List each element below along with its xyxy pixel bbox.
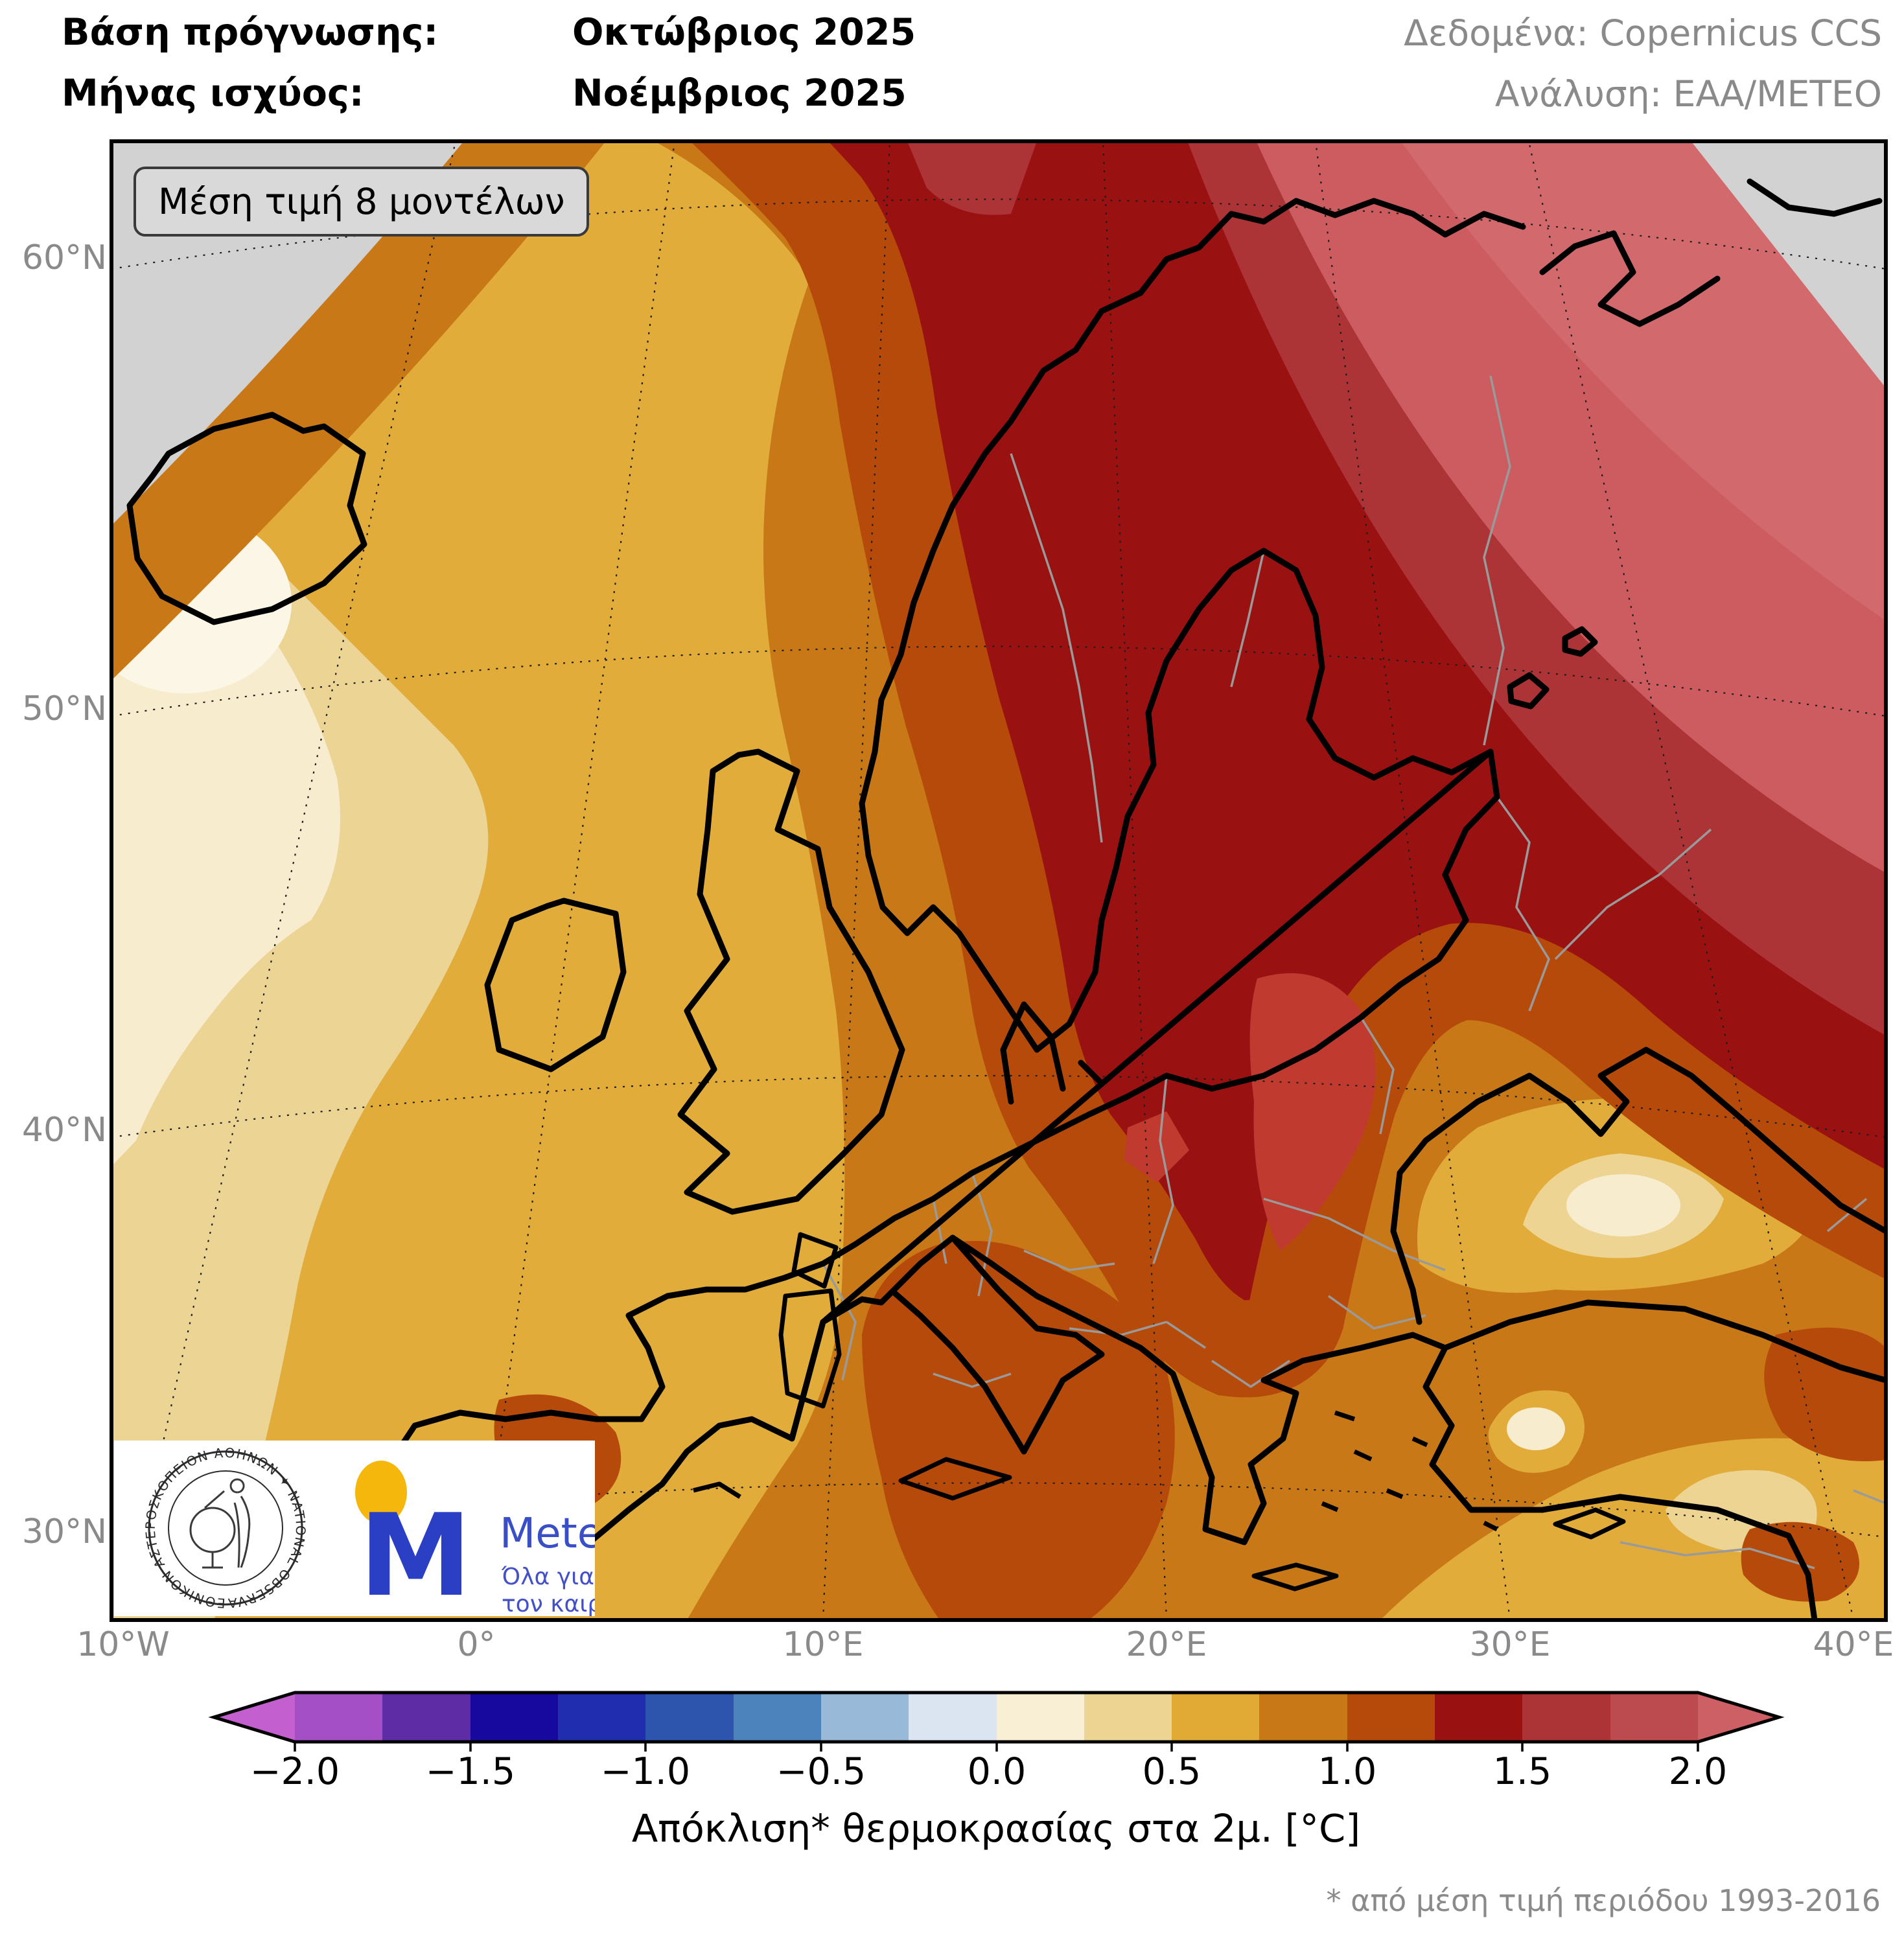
data-source-line: Δεδομένα: Copernicus CCS bbox=[1404, 12, 1882, 54]
ensemble-annotation-box: Μέση τιμή 8 μοντέλων bbox=[134, 167, 590, 237]
logo-box: ΕΘΝΙΚΟΝ ΑΣΤΕΡΟΣΚΟΠΕΙΟΝ ΑΘΗΝΩΝ ✦ NATIONAL… bbox=[114, 1441, 595, 1616]
cb-tick-neg1: −1.0 bbox=[600, 1750, 691, 1793]
cb-tick-0: 0.0 bbox=[967, 1750, 1027, 1793]
lon-label-10e: 10°E bbox=[782, 1625, 864, 1664]
colorbar-segments bbox=[295, 1693, 1698, 1742]
lon-label-10w: 10°W bbox=[76, 1625, 170, 1664]
analysis-source-line: Ανάλυση: ΕΑΑ/ΜΕΤΕΟ bbox=[1494, 73, 1882, 115]
cb-tick-0_5: 0.5 bbox=[1142, 1750, 1202, 1793]
colorbar-tick-marks bbox=[294, 1742, 1699, 1752]
colorbar-title: Απόκλιση* θερμοκρασίας στα 2μ. [°C] bbox=[631, 1806, 1361, 1851]
meteo-sun-icon bbox=[355, 1461, 407, 1524]
meteo-logo: M Meteo Όλα για τον καιρό bbox=[355, 1461, 595, 1616]
lat-label-60n: 60°N bbox=[21, 238, 107, 277]
lon-label-30e: 30°E bbox=[1469, 1625, 1551, 1664]
lat-label-30n: 30°N bbox=[21, 1512, 107, 1551]
colorbar bbox=[208, 1691, 1785, 1752]
cb-tick-neg2: −2.0 bbox=[250, 1750, 340, 1793]
colorbar-arrow-right bbox=[1698, 1693, 1779, 1742]
meteo-tagline-line2: τον καιρό bbox=[502, 1591, 595, 1616]
title-line-forecast-base: Βάση πρόγνωσης: Οκτώβριος 2025 bbox=[62, 14, 916, 51]
meteo-m-mark: M bbox=[359, 1490, 472, 1616]
temperature-anomaly-field bbox=[111, 141, 1886, 1620]
lon-label-20e: 20°E bbox=[1126, 1625, 1207, 1664]
logos-canvas: ΕΘΝΙΚΟΝ ΑΣΤΕΡΟΣΚΟΠΕΙΟΝ ΑΘΗΝΩΝ ✦ NATIONAL… bbox=[114, 1441, 595, 1616]
map-border bbox=[110, 139, 1888, 1622]
meteo-tagline-line1: Όλα για bbox=[501, 1564, 594, 1590]
country-borders bbox=[413, 375, 1886, 1569]
cb-tick-1_5: 1.5 bbox=[1492, 1750, 1552, 1793]
cb-tick-neg1_5: −1.5 bbox=[425, 1750, 516, 1793]
island-coastlines bbox=[693, 1232, 1626, 1592]
cb-tick-neg0_5: −0.5 bbox=[776, 1750, 866, 1793]
lat-label-50n: 50°N bbox=[21, 689, 107, 728]
colorbar-arrow-left bbox=[214, 1693, 295, 1742]
valid-month-label: Μήνας ισχύος: bbox=[62, 72, 364, 115]
noa-seal: ΕΘΝΙΚΟΝ ΑΣΤΕΡΟΣΚΟΠΕΙΟΝ ΑΘΗΝΩΝ ✦ NATIONAL… bbox=[114, 1441, 308, 1611]
baseline-footnote: * από μέση τιμή περιόδου 1993-2016 bbox=[1326, 1883, 1881, 1918]
forecast-base-label: Βάση πρόγνωσης: bbox=[62, 11, 439, 54]
meteo-wordmark: Meteo bbox=[500, 1510, 595, 1558]
ensemble-annotation-text: Μέση τιμή 8 μοντέλων bbox=[158, 181, 565, 222]
noa-seal-figure bbox=[189, 1478, 251, 1569]
cb-tick-2: 2.0 bbox=[1668, 1750, 1728, 1793]
title-line-valid-month: Μήνας ισχύος: Νοέμβριος 2025 bbox=[62, 75, 907, 112]
forecast-base-value: Οκτώβριος 2025 bbox=[572, 11, 916, 54]
valid-month-value: Νοέμβριος 2025 bbox=[572, 72, 907, 115]
lon-label-40e: 40°E bbox=[1813, 1625, 1894, 1664]
lon-label-0: 0° bbox=[457, 1625, 496, 1664]
cb-tick-1: 1.0 bbox=[1318, 1750, 1377, 1793]
lat-label-40n: 40°N bbox=[21, 1111, 107, 1150]
